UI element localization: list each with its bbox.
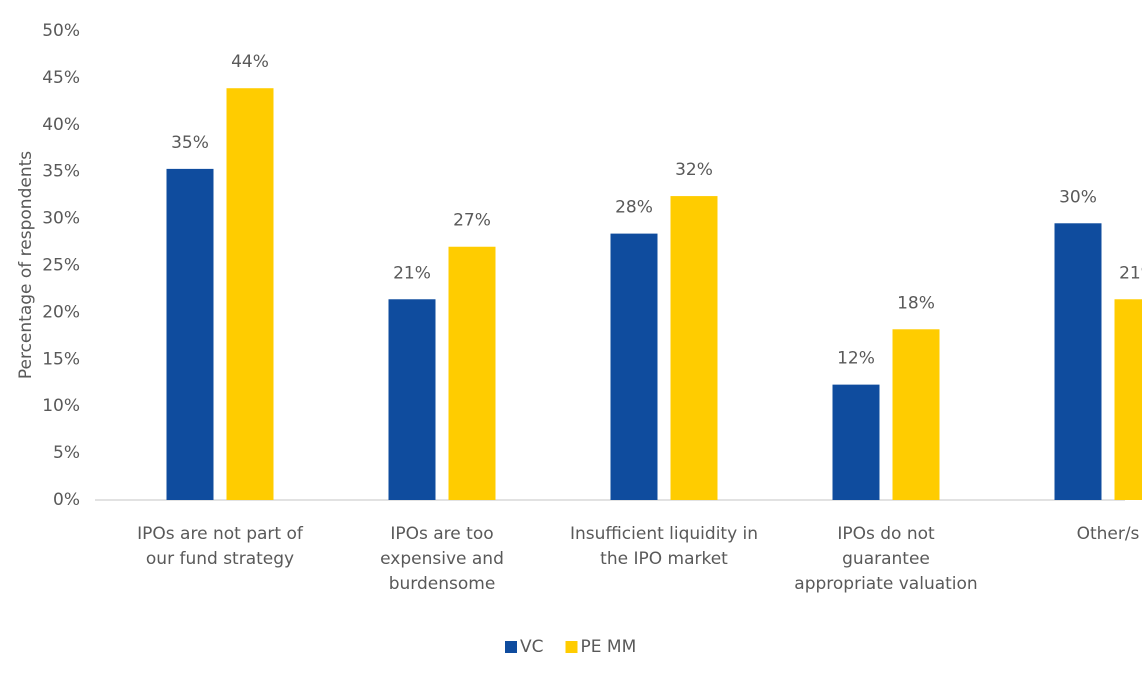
bar — [610, 233, 658, 500]
legend-swatch — [505, 641, 517, 653]
y-tick-label: 15% — [42, 349, 80, 369]
x-tick-label: Other/s — [1076, 524, 1140, 544]
data-label: 27% — [453, 211, 491, 231]
bar — [166, 168, 214, 501]
legend-swatch — [565, 641, 578, 653]
bar — [448, 246, 496, 500]
y-tick-label: 25% — [42, 256, 80, 276]
bar — [388, 299, 436, 500]
data-label: 30% — [1059, 187, 1097, 207]
legend-label: PE MM — [581, 637, 637, 657]
bar — [226, 88, 274, 500]
y-tick-label: 20% — [42, 302, 80, 322]
data-label: 21% — [1119, 263, 1142, 283]
x-tick-label: IPOs are too expensive and burdensome — [380, 524, 504, 594]
bar — [892, 329, 940, 500]
x-tick-label: IPOs are not part of our fund strategy — [137, 524, 303, 569]
bar — [1054, 223, 1102, 501]
data-label: 44% — [231, 52, 269, 72]
bar — [670, 196, 718, 500]
y-tick-label: 30% — [42, 209, 80, 229]
data-label: 12% — [837, 349, 875, 369]
y-tick-label: 0% — [53, 490, 80, 510]
bar — [1114, 299, 1142, 500]
y-tick-label: 45% — [42, 68, 80, 88]
data-label: 21% — [393, 263, 431, 283]
bar — [832, 384, 880, 500]
y-tick-label: 10% — [42, 396, 80, 416]
data-label: 28% — [615, 198, 653, 218]
x-tick-label: IPOs do not guarantee appropriate valuat… — [794, 524, 978, 594]
data-label: 35% — [171, 133, 209, 153]
data-label: 18% — [897, 293, 935, 313]
y-tick-label: 35% — [42, 162, 80, 182]
y-tick-label: 50% — [42, 21, 80, 41]
y-tick-label: 40% — [42, 115, 80, 135]
x-tick-label: Insufficient liquidity in the IPO market — [569, 524, 759, 569]
y-axis-title: Percentage of respondents — [16, 151, 36, 379]
legend-label: VC — [520, 637, 544, 657]
y-tick-label: 5% — [53, 443, 80, 463]
data-label: 32% — [675, 160, 713, 180]
